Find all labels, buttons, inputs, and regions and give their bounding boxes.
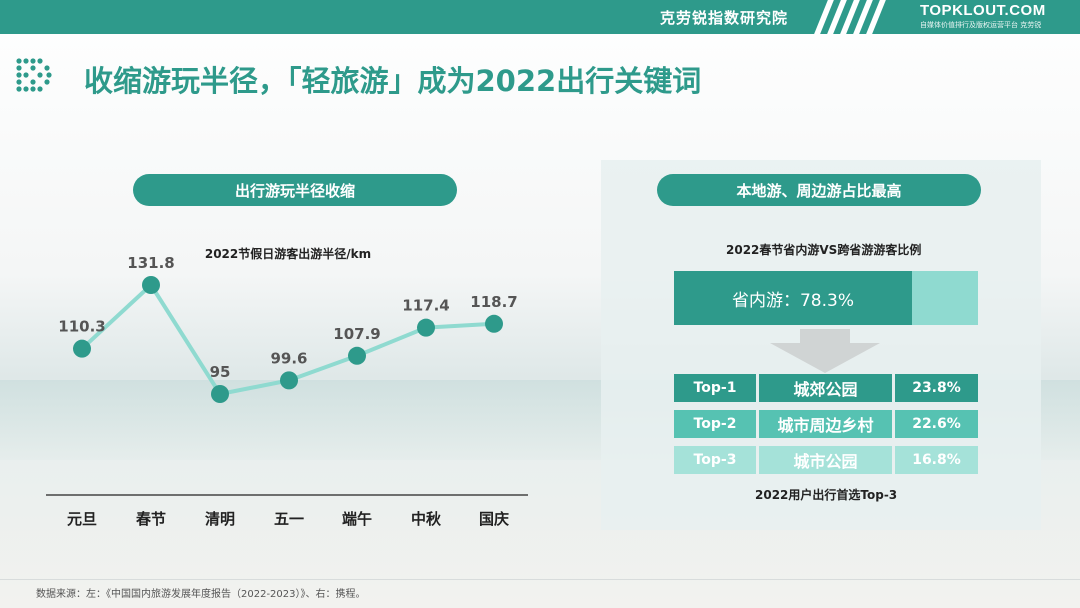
top-rank-3: Top-3 <box>674 446 756 474</box>
ratio-bar: 省内游：78.3% <box>674 271 978 325</box>
org-name: 克劳锐指数研究院 <box>659 9 788 27</box>
x-tick-label-2: 春节 <box>136 510 166 528</box>
top-pct-1: 23.8% <box>895 374 978 402</box>
brand-main: TOPKLOUT.COM <box>920 2 1046 19</box>
top-rank-1: Top-1 <box>674 374 756 402</box>
x-tick-label-3: 清明 <box>205 510 235 528</box>
left-section-pill: 出行游玩半径收缩 <box>133 174 457 206</box>
top-place-1: 城郊公园 <box>759 374 892 402</box>
top-rank-2: Top-2 <box>674 410 756 438</box>
ratio-label: 省内游：78.3% <box>731 290 854 311</box>
x-tick-label-4: 五一 <box>274 510 304 528</box>
data-point-3 <box>211 385 229 403</box>
data-point-6 <box>417 318 435 337</box>
x-tick-label-1: 元旦 <box>67 510 97 528</box>
data-point-5 <box>348 346 366 365</box>
data-source-footnote: 数据来源：左：《中国国内旅游发展年度报告（2022-2023）》、右：携程。 <box>36 589 366 600</box>
data-label-7: 118.7 <box>470 293 517 311</box>
top-pct-3: 16.8% <box>895 446 978 474</box>
top-row-1: Top-1 城郊公园 23.8% <box>674 374 978 402</box>
top-place-3: 城市公园 <box>759 446 892 474</box>
data-label-4: 99.6 <box>270 349 307 367</box>
top-row-2: Top-2 城市周边乡村 22.6% <box>674 410 978 438</box>
dots-logo-icon <box>16 58 52 92</box>
data-point-7 <box>485 314 503 333</box>
data-label-3: 95 <box>210 363 231 381</box>
data-point-4 <box>280 371 298 390</box>
right-section-pill: 本地游、周边游占比最高 <box>657 174 981 206</box>
ratio-chart-title: 2022春节省内游VS跨省游游客比例 <box>726 243 922 257</box>
data-point-2 <box>142 276 160 294</box>
down-arrow-icon <box>770 329 880 373</box>
page-title: 收缩游玩半径，「轻旅游」成为2022出行关键词 <box>84 64 702 98</box>
x-tick-label-7: 国庆 <box>479 510 509 528</box>
data-label-5: 107.9 <box>333 325 380 343</box>
chart-title: 2022节假日游客出游半径/km <box>205 246 371 261</box>
brand-sub: 自媒体价值排行及版权运营平台 克劳锐 <box>920 21 1042 29</box>
top3-title: 2022用户出行首选Top-3 <box>755 488 898 502</box>
footer-divider <box>0 579 1080 580</box>
top-place-2: 城市周边乡村 <box>759 410 892 438</box>
top-row-3: Top-3 城市公园 16.8% <box>674 446 978 474</box>
data-label-6: 117.4 <box>402 297 449 315</box>
data-label-1: 110.3 <box>58 318 105 336</box>
x-tick-label-6: 中秋 <box>411 510 442 528</box>
top-pct-2: 22.6% <box>895 410 978 438</box>
ratio-bar-fill: 省内游：78.3% <box>674 271 912 325</box>
brand-logo: TOPKLOUT.COM 自媒体价值排行及版权运营平台 克劳锐 <box>920 3 1070 31</box>
data-point-1 <box>73 339 91 358</box>
top-bar: 克劳锐指数研究院 TOPKLOUT.COM 自媒体价值排行及版权运营平台 克劳锐 <box>0 0 1080 34</box>
x-tick-label-5: 端午 <box>342 510 372 528</box>
data-label-2: 131.8 <box>127 254 174 272</box>
